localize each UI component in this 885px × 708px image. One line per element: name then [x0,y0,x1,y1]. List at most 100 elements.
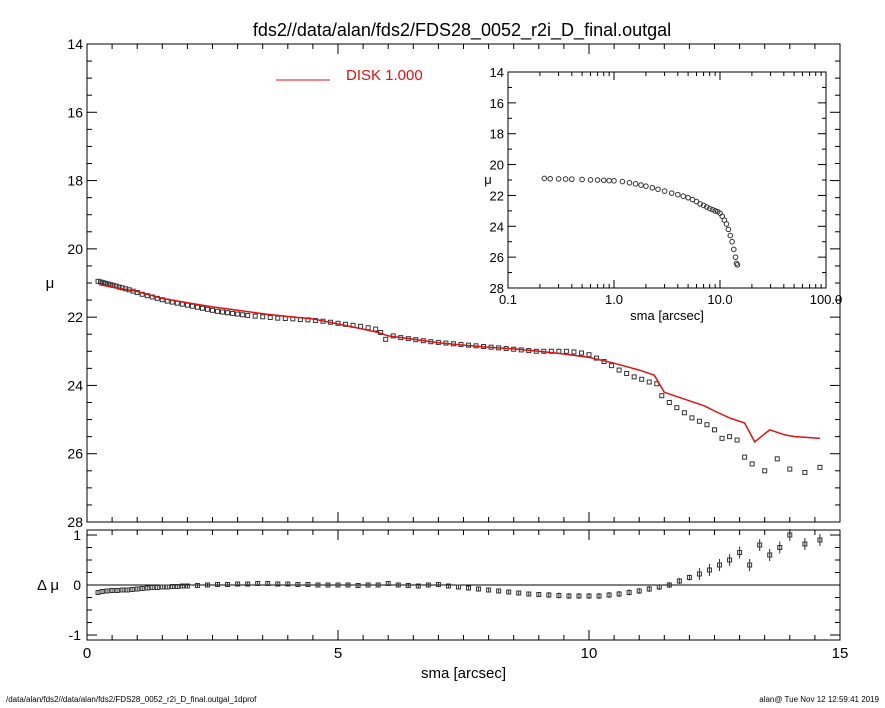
residual-point [305,582,311,587]
data-point [569,176,575,183]
data-point [729,238,735,245]
residual-point [295,582,301,587]
residual-point [204,582,210,588]
y-tick-label: 20 [67,241,83,257]
data-point [204,306,210,312]
data-point [624,370,630,376]
residual-point [636,588,642,594]
residual-point [626,590,632,595]
data-point [675,191,681,198]
data-point [555,176,562,182]
x-tick-label: 0 [83,645,91,662]
residual-point [134,586,140,592]
residual-point [455,584,461,590]
x-tick-label: 100.0 [810,292,843,307]
residual-point [144,585,150,591]
y-tick-label: 14 [67,36,83,52]
residual-point [169,584,175,589]
y-tick-label: 22 [490,188,504,203]
data-point [260,314,266,320]
residual-point [802,541,808,547]
residual-point [566,593,572,599]
residual-point [696,571,702,577]
residual-point [174,584,180,589]
residual-point [375,582,381,588]
data-point [643,183,649,189]
data-point [727,434,733,440]
data-point [787,466,793,472]
residual-point [516,590,522,596]
main-panel: 14 16 18 20 22 24 26 28 μ DISK 1.000 [46,36,841,530]
data-point [343,321,349,327]
data-point [668,190,675,196]
residual-point [506,589,512,595]
residual-point [767,552,773,558]
data-point [365,325,371,331]
residual-point [466,585,472,591]
data-point [611,177,617,184]
data-point [562,176,569,182]
x-tick-label: 0.1 [499,292,517,307]
data-point [619,178,626,185]
residual-point [727,557,733,563]
residual-point [676,578,682,584]
data-point [661,188,668,194]
data-point [655,186,661,193]
data-point [547,175,553,182]
data-point [571,349,577,355]
inset-plot-frame [507,71,827,289]
x-tick-label: 10 [581,645,598,662]
x-tick-label: 5 [334,645,342,662]
data-point [275,315,281,321]
residual-point [194,583,200,588]
residual-point [365,582,371,588]
data-point [240,312,246,318]
data-point [706,205,713,212]
residual-point [737,550,743,555]
residual-point [526,591,532,597]
residual-point [119,587,125,593]
chart-title: fds2//data/alan/fds2/FDS28_0052_r2i_D_fi… [253,20,671,41]
y-axis-label: μ [46,275,55,292]
data-point [639,376,645,382]
residual-point [646,586,652,592]
residual-point [114,588,120,593]
data-point [189,303,195,309]
y-tick-label: 24 [490,219,504,234]
data-point [774,456,780,462]
residual-point [159,584,165,590]
residual-point [435,582,441,587]
model-line-disk [99,283,820,443]
data-point [723,221,730,227]
data-point [541,175,548,182]
residual-point [476,586,482,592]
data-point [731,246,737,253]
data-point [727,232,734,239]
y-tick-label: 26 [67,446,83,462]
data-point [712,208,718,214]
footer-file-path: /data/alan/fds2//data/alan/fds2/FDS28_00… [6,695,257,704]
residual-point [686,575,692,580]
data-point [579,176,585,183]
residual-point [556,593,562,598]
residual-point [164,584,170,590]
data-point [215,308,221,314]
residual-point [99,589,105,594]
y-tick-label: 18 [67,173,83,189]
data-point [578,350,584,356]
residual-point [149,585,155,590]
data-point [666,400,672,405]
data-point [817,464,823,470]
residual-point [154,585,160,590]
data-point [659,393,665,399]
residual-point [757,542,763,548]
residual-point [817,537,823,543]
x-tick-label: 1.0 [605,292,623,307]
residual-point [124,587,130,593]
data-point [696,418,702,424]
data-point [210,307,215,313]
data-point [235,311,241,317]
residual-point [486,587,492,593]
residual-point [355,583,361,588]
